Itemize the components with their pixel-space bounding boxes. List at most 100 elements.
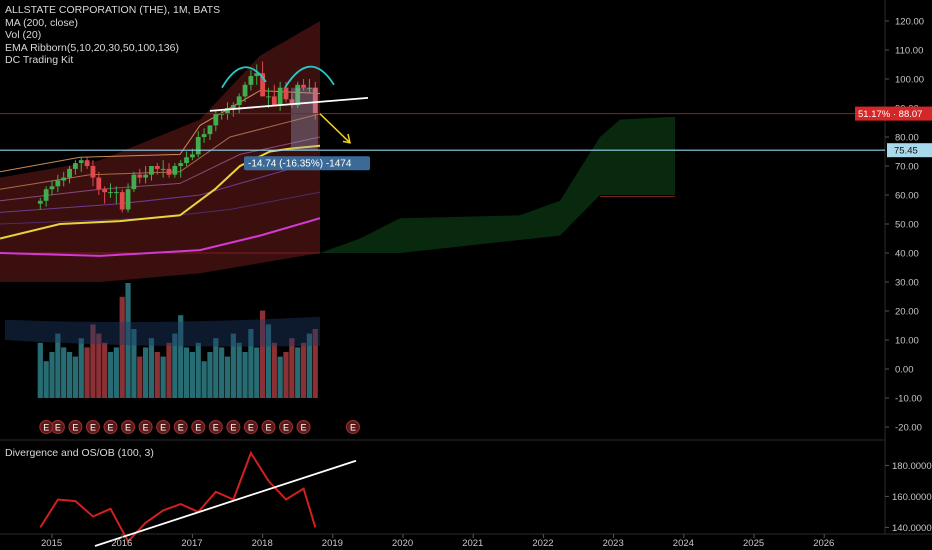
candle (260, 61, 265, 97)
volume-bar (195, 342, 201, 398)
earnings-marker (85, 420, 100, 434)
earnings-marker-label: E (195, 423, 201, 433)
volume-bar (271, 342, 277, 398)
volume-bar (96, 333, 102, 398)
candle (242, 81, 248, 103)
candle-body (283, 87, 289, 100)
time-tick-label: 2023 (603, 538, 624, 549)
candle-body (160, 168, 166, 170)
volume-bar (289, 338, 295, 398)
candle (166, 163, 172, 178)
candle-body (213, 113, 219, 126)
osc-tick-label: 180.0000 (892, 461, 932, 472)
time-tick-label: 2016 (111, 538, 132, 549)
candle (277, 81, 283, 111)
candle-body (43, 189, 49, 201)
candle-body (307, 87, 312, 89)
earnings-marker (208, 420, 223, 434)
candle (73, 160, 78, 175)
volume-bar (131, 329, 137, 398)
volume-bar (242, 352, 248, 398)
future-cloud (320, 116, 675, 253)
divergence-trendline (94, 459, 357, 547)
candle (184, 151, 189, 166)
candle (37, 197, 43, 210)
candle-body (207, 125, 213, 135)
earnings-marker-label: E (55, 423, 61, 433)
earnings-marker (138, 420, 153, 434)
price-tick-label: 100.00 (895, 75, 924, 86)
candle-body (96, 177, 102, 190)
candle-body (178, 163, 184, 166)
candle (213, 110, 219, 132)
earnings-marker (156, 420, 171, 434)
candle (195, 131, 201, 158)
volume-bar (113, 347, 119, 398)
candle-body (242, 84, 248, 97)
earnings-marker (279, 420, 293, 434)
candle-body (225, 108, 230, 114)
candle (266, 87, 271, 108)
earnings-marker (121, 420, 136, 434)
volume-bar (66, 352, 73, 398)
candle (160, 160, 166, 178)
volume-bar (236, 342, 242, 398)
candle-body (102, 189, 108, 193)
ema-ribbon-line (0, 113, 321, 190)
symbol-title: ALLSTATE CORPORATION (THE), 1M, BATS (5, 4, 221, 16)
candle (248, 70, 254, 91)
candle (143, 166, 148, 184)
neckline (209, 96, 369, 112)
earnings-marker-label: E (178, 423, 184, 433)
volume-bar (248, 329, 254, 398)
candle-body (184, 157, 189, 164)
candle (149, 166, 154, 181)
projection-arrow (319, 113, 351, 144)
candle-body (137, 174, 143, 178)
indicator-ema-ribbon[interactable]: EMA Ribborn(5,10,20,30,50,100,136) (5, 41, 179, 54)
volume-bar (61, 347, 67, 398)
candle (78, 157, 84, 172)
volume-bar (219, 347, 225, 398)
time-tick-label: 2021 (462, 538, 483, 549)
candle (236, 93, 242, 114)
indicator-dc-trading-kit[interactable]: DC Trading Kit (5, 54, 74, 66)
price-tick-label: 10.00 (895, 336, 919, 347)
earnings-marker (173, 420, 188, 434)
candle-body (67, 168, 72, 178)
current-price-badge-text: 51.17% · 88.07 (858, 109, 922, 120)
volume-bar (295, 347, 301, 398)
time-tick-label: 2015 (41, 538, 62, 549)
ema-ribbon-line (0, 136, 321, 202)
volume-bar (137, 356, 143, 398)
time-tick-label: 2020 (392, 538, 413, 549)
volume-bar (306, 333, 312, 398)
indicator-ma[interactable]: MA (200, close) (5, 16, 78, 29)
candle (207, 125, 213, 140)
time-tick-label: 2025 (743, 538, 764, 549)
candle (301, 79, 306, 91)
time-tick-label: 2024 (673, 538, 694, 549)
ema-ribbon-line (0, 90, 321, 173)
candle-body (84, 160, 90, 166)
price-tick-label: -20.00 (895, 423, 922, 434)
volume-bar (43, 361, 49, 398)
candle (225, 102, 230, 120)
volume-bar (265, 324, 272, 398)
candle-body (219, 113, 225, 115)
candle-body (149, 166, 154, 175)
price-tick-label: 30.00 (895, 278, 919, 289)
volume-bar (160, 356, 166, 398)
volume-bar (230, 333, 236, 398)
earnings-marker-label: E (248, 423, 254, 433)
candle-body (236, 96, 242, 106)
volume-bar (55, 333, 61, 398)
volume-bar (283, 352, 289, 398)
earnings-marker (68, 420, 83, 434)
price-tick-label: 120.00 (895, 17, 924, 28)
measure-label-bg (244, 156, 370, 171)
candle-body (61, 177, 67, 181)
ema-ribbon-line (0, 191, 321, 225)
indicator-vol[interactable]: Vol (20) (5, 29, 42, 41)
